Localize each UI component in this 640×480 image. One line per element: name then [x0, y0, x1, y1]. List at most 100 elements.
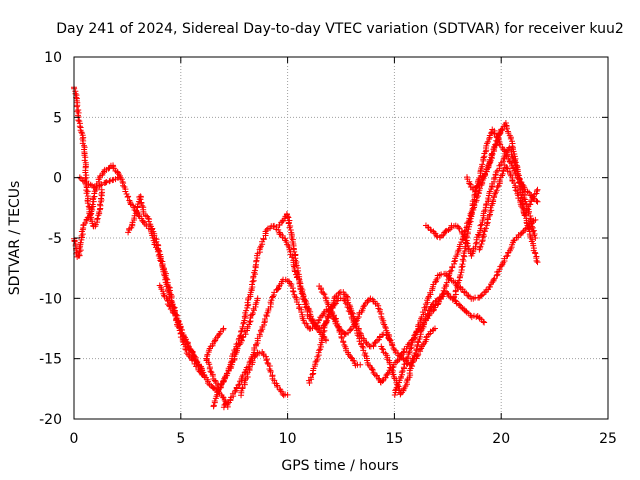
data-point: [276, 230, 283, 237]
series-tr5: [145, 222, 208, 380]
series-tr8: [203, 325, 227, 362]
data-point: [77, 239, 84, 246]
data-point: [253, 257, 260, 264]
data-point: [480, 318, 487, 325]
data-point: [431, 325, 438, 332]
data-point: [234, 345, 241, 352]
data-point: [201, 373, 208, 380]
data-point: [267, 369, 274, 376]
x-tick-label: 20: [492, 431, 510, 447]
data-point: [133, 207, 140, 214]
data-point: [307, 374, 314, 381]
data-point: [347, 327, 354, 334]
data-point: [103, 179, 110, 186]
series-tr20: [476, 162, 541, 253]
data-point: [484, 138, 491, 145]
data-point: [301, 298, 308, 305]
data-point: [400, 349, 407, 356]
data-point: [382, 323, 389, 330]
data-point: [486, 135, 493, 142]
data-point: [533, 257, 540, 264]
data-point: [263, 356, 270, 363]
y-tick-label: 0: [53, 171, 62, 187]
series-tr3: [76, 174, 122, 191]
data-point: [499, 170, 506, 177]
x-tick-label: 25: [599, 431, 617, 447]
data-point: [244, 299, 251, 306]
data-point: [330, 297, 337, 304]
data-point: [409, 339, 416, 346]
data-point: [510, 148, 517, 155]
data-point: [369, 367, 376, 374]
data-point: [217, 384, 224, 391]
data-point: [239, 334, 246, 341]
data-point: [220, 325, 227, 332]
axis-ticks: 0 5 10 15 20 25 -20 -15 -10 -5 0 5 10: [39, 50, 617, 447]
data-point: [211, 338, 218, 345]
data-point: [300, 317, 307, 324]
data-point: [488, 207, 495, 214]
data-point: [183, 350, 190, 357]
data-point: [204, 353, 211, 360]
data-point: [480, 154, 487, 161]
data-point: [228, 361, 235, 368]
data-point: [163, 275, 170, 282]
data-point: [482, 225, 489, 232]
data-point: [481, 208, 488, 215]
data-point: [320, 310, 327, 317]
data-point: [198, 370, 205, 377]
data-point: [511, 184, 518, 191]
series-tr11: [238, 348, 291, 399]
x-tick-label: 10: [279, 431, 297, 447]
data-point: [338, 334, 345, 341]
data-point: [433, 232, 440, 239]
data-point: [407, 345, 414, 352]
data-point: [411, 334, 418, 341]
data-point: [154, 248, 161, 255]
y-tick-label: -10: [39, 291, 62, 307]
data-point: [122, 188, 129, 195]
data-point: [486, 283, 493, 290]
data-point: [477, 222, 484, 229]
data-point: [479, 234, 486, 241]
data-point: [319, 331, 326, 338]
data-point: [252, 352, 259, 359]
data-point: [309, 371, 316, 378]
data-point: [378, 345, 385, 352]
data-point: [124, 194, 131, 201]
data-point: [479, 174, 486, 181]
data-point: [158, 258, 165, 265]
data-point: [490, 276, 497, 283]
data-point: [180, 335, 187, 342]
data-point: [511, 180, 518, 187]
series-tr7: [203, 222, 330, 392]
data-point: [502, 120, 509, 127]
data-point: [139, 202, 146, 209]
data-point: [387, 337, 394, 344]
data-point: [321, 291, 328, 298]
data-point: [164, 276, 171, 283]
data-point: [424, 224, 431, 231]
series-tr6: [156, 282, 206, 374]
data-points: [70, 84, 541, 411]
data-point: [246, 321, 253, 328]
data-point: [375, 305, 382, 312]
data-point: [505, 130, 512, 137]
data-point: [115, 174, 122, 181]
data-point: [263, 226, 270, 233]
data-point: [372, 339, 379, 346]
data-point: [355, 313, 362, 320]
data-point: [199, 367, 206, 374]
data-point: [471, 192, 478, 199]
data-point: [370, 369, 377, 376]
data-point: [348, 354, 355, 361]
y-tick-label: -5: [48, 231, 62, 247]
data-point: [417, 333, 424, 340]
data-point: [357, 361, 364, 368]
data-point: [483, 201, 490, 208]
data-point: [351, 321, 358, 328]
data-point: [512, 187, 519, 194]
data-point: [527, 201, 534, 208]
data-point: [525, 225, 532, 232]
